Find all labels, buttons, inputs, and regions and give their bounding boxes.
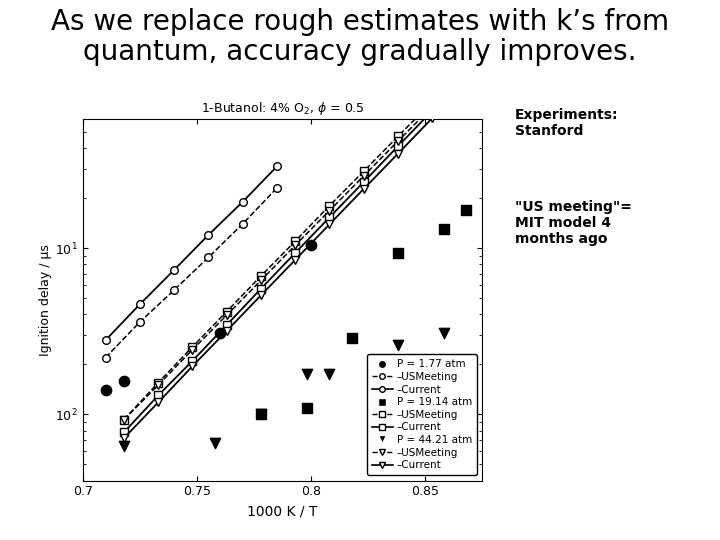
Point xyxy=(210,439,221,448)
Point xyxy=(438,328,449,337)
Point xyxy=(324,370,336,379)
Text: Experiments:
Stanford: Experiments: Stanford xyxy=(515,108,618,138)
Y-axis label: Ignition delay / μs: Ignition delay / μs xyxy=(40,244,53,356)
Point xyxy=(255,410,266,418)
Text: As we replace rough estimates with k’s from: As we replace rough estimates with k’s f… xyxy=(51,8,669,36)
Point xyxy=(305,240,317,249)
Text: quantum, accuracy gradually improves.: quantum, accuracy gradually improves. xyxy=(84,38,636,66)
Legend: P = 1.77 atm, –USMeeting, –Current, P = 19.14 atm, –USMeeting, –Current, P = 44.: P = 1.77 atm, –USMeeting, –Current, P = … xyxy=(366,354,477,475)
Point xyxy=(438,225,449,234)
X-axis label: 1000 K / T: 1000 K / T xyxy=(248,504,318,518)
Point xyxy=(100,386,112,394)
Point xyxy=(118,505,130,514)
Point xyxy=(461,206,472,214)
Point xyxy=(301,403,312,412)
Text: "US meeting"=
MIT model 4
months ago: "US meeting"= MIT model 4 months ago xyxy=(515,200,631,246)
Point xyxy=(255,410,266,418)
Point xyxy=(118,441,130,450)
Point xyxy=(210,497,221,505)
Point xyxy=(346,333,358,342)
Point xyxy=(301,370,312,379)
Point xyxy=(392,249,404,258)
Point xyxy=(118,376,130,385)
Point xyxy=(392,341,404,350)
Point xyxy=(214,328,225,337)
Title: 1-Butanol: 4% O$_2$, $\phi$ = 0.5: 1-Butanol: 4% O$_2$, $\phi$ = 0.5 xyxy=(201,100,364,117)
